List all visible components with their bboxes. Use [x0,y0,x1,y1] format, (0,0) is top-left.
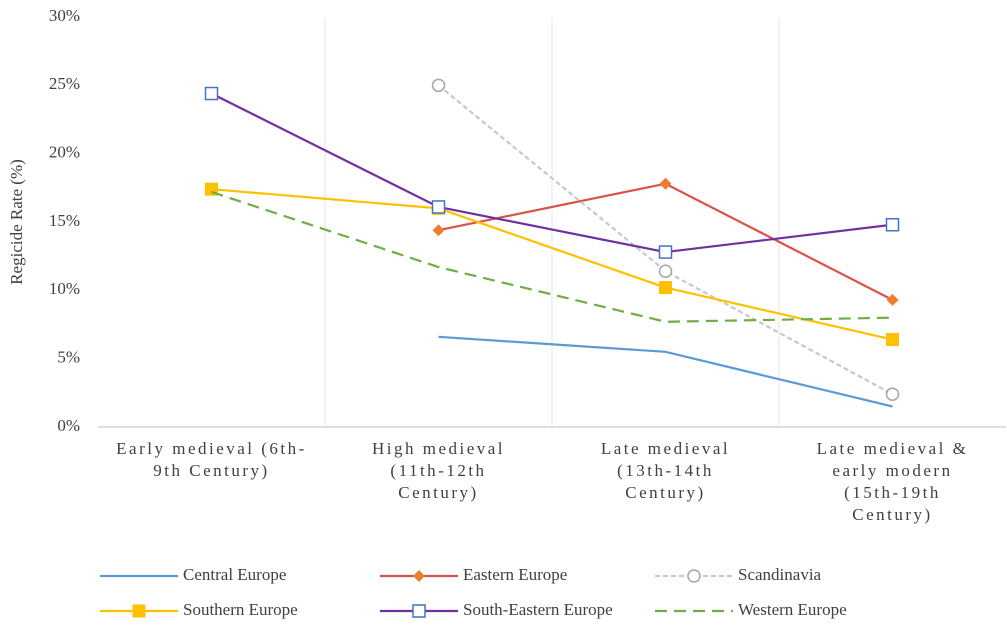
data-point [431,78,446,93]
y-tick-label: 25% [49,74,80,93]
legend-marker [687,569,701,583]
legend-marker [413,570,425,582]
y-tick-label: 30% [49,6,80,25]
data-point [431,200,446,214]
series-line [211,92,893,254]
y-tick-label: 20% [49,143,80,162]
legend-label: Scandinavia [738,565,822,584]
data-point [432,224,445,237]
data-point [886,293,899,306]
legend-label: Central Europe [183,565,286,584]
x-tick-label: Late medieval (13th-14th Century) [600,439,731,502]
series-line [438,335,893,408]
y-tick-label: 5% [57,348,80,367]
x-tick-label: Late medieval & early modern (15th-19th … [816,439,969,524]
data-point [658,245,673,259]
y-axis-label: Regicide Rate (%) [7,159,26,285]
x-tick-label: Early medieval (6th-9th Century) [116,439,307,480]
series-line [211,190,893,323]
data-point [885,217,900,232]
x-tick-label: High medieval (11th-12th Century) [371,439,506,502]
legend-marker [412,604,426,618]
data-point [659,281,672,295]
legend-marker [132,604,146,618]
legend-label: Western Europe [738,600,847,619]
y-tick-label: 0% [57,416,80,435]
data-point [886,333,899,347]
data-point [659,177,672,190]
data-point [204,86,219,101]
series-line [211,188,893,341]
data-point [885,387,900,401]
legend-label: Eastern Europe [463,565,567,584]
legend-label: Southern Europe [183,600,298,619]
data-point [658,264,673,278]
y-tick-label: 10% [49,279,80,298]
legend-label: South-Eastern Europe [463,600,613,619]
series-line [437,84,894,396]
y-tick-label: 15% [49,211,80,230]
